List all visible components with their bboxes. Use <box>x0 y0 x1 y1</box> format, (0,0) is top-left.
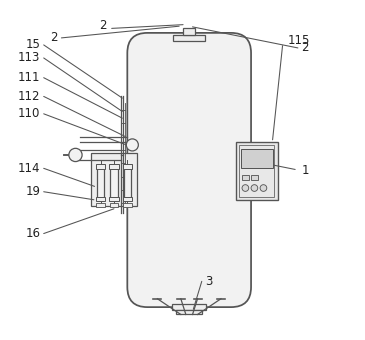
Text: 3: 3 <box>205 274 213 288</box>
Bar <box>110 168 118 198</box>
Circle shape <box>251 185 258 191</box>
Text: 16: 16 <box>25 227 41 240</box>
Text: 114: 114 <box>18 162 41 175</box>
Text: 19: 19 <box>25 185 41 198</box>
Circle shape <box>260 185 267 191</box>
Bar <box>96 203 105 207</box>
Text: 111: 111 <box>18 71 41 84</box>
Circle shape <box>242 185 249 191</box>
FancyBboxPatch shape <box>127 33 251 307</box>
Bar <box>123 198 132 201</box>
Text: 110: 110 <box>18 107 41 120</box>
Bar <box>109 198 119 201</box>
Text: 2: 2 <box>99 19 106 32</box>
Circle shape <box>126 139 138 151</box>
Bar <box>123 203 132 207</box>
Text: 1: 1 <box>301 164 309 176</box>
Bar <box>242 175 249 180</box>
Bar <box>109 164 119 169</box>
Text: 2: 2 <box>301 41 309 54</box>
Text: 113: 113 <box>18 51 41 65</box>
Circle shape <box>69 148 82 162</box>
Bar <box>97 168 104 198</box>
Bar <box>173 304 206 310</box>
Text: 15: 15 <box>26 38 41 51</box>
Bar <box>251 175 258 180</box>
Bar <box>177 310 202 314</box>
Bar <box>183 28 195 35</box>
Bar <box>124 168 131 198</box>
Bar <box>96 164 105 169</box>
Text: 115: 115 <box>288 34 310 47</box>
Text: 2: 2 <box>51 31 58 45</box>
Bar <box>110 203 118 207</box>
Bar <box>173 35 205 40</box>
Text: 112: 112 <box>18 90 41 103</box>
Bar <box>239 145 274 197</box>
Bar <box>123 164 132 169</box>
Bar <box>91 153 137 206</box>
Bar <box>96 198 105 201</box>
FancyBboxPatch shape <box>236 141 278 200</box>
Bar <box>241 149 273 168</box>
